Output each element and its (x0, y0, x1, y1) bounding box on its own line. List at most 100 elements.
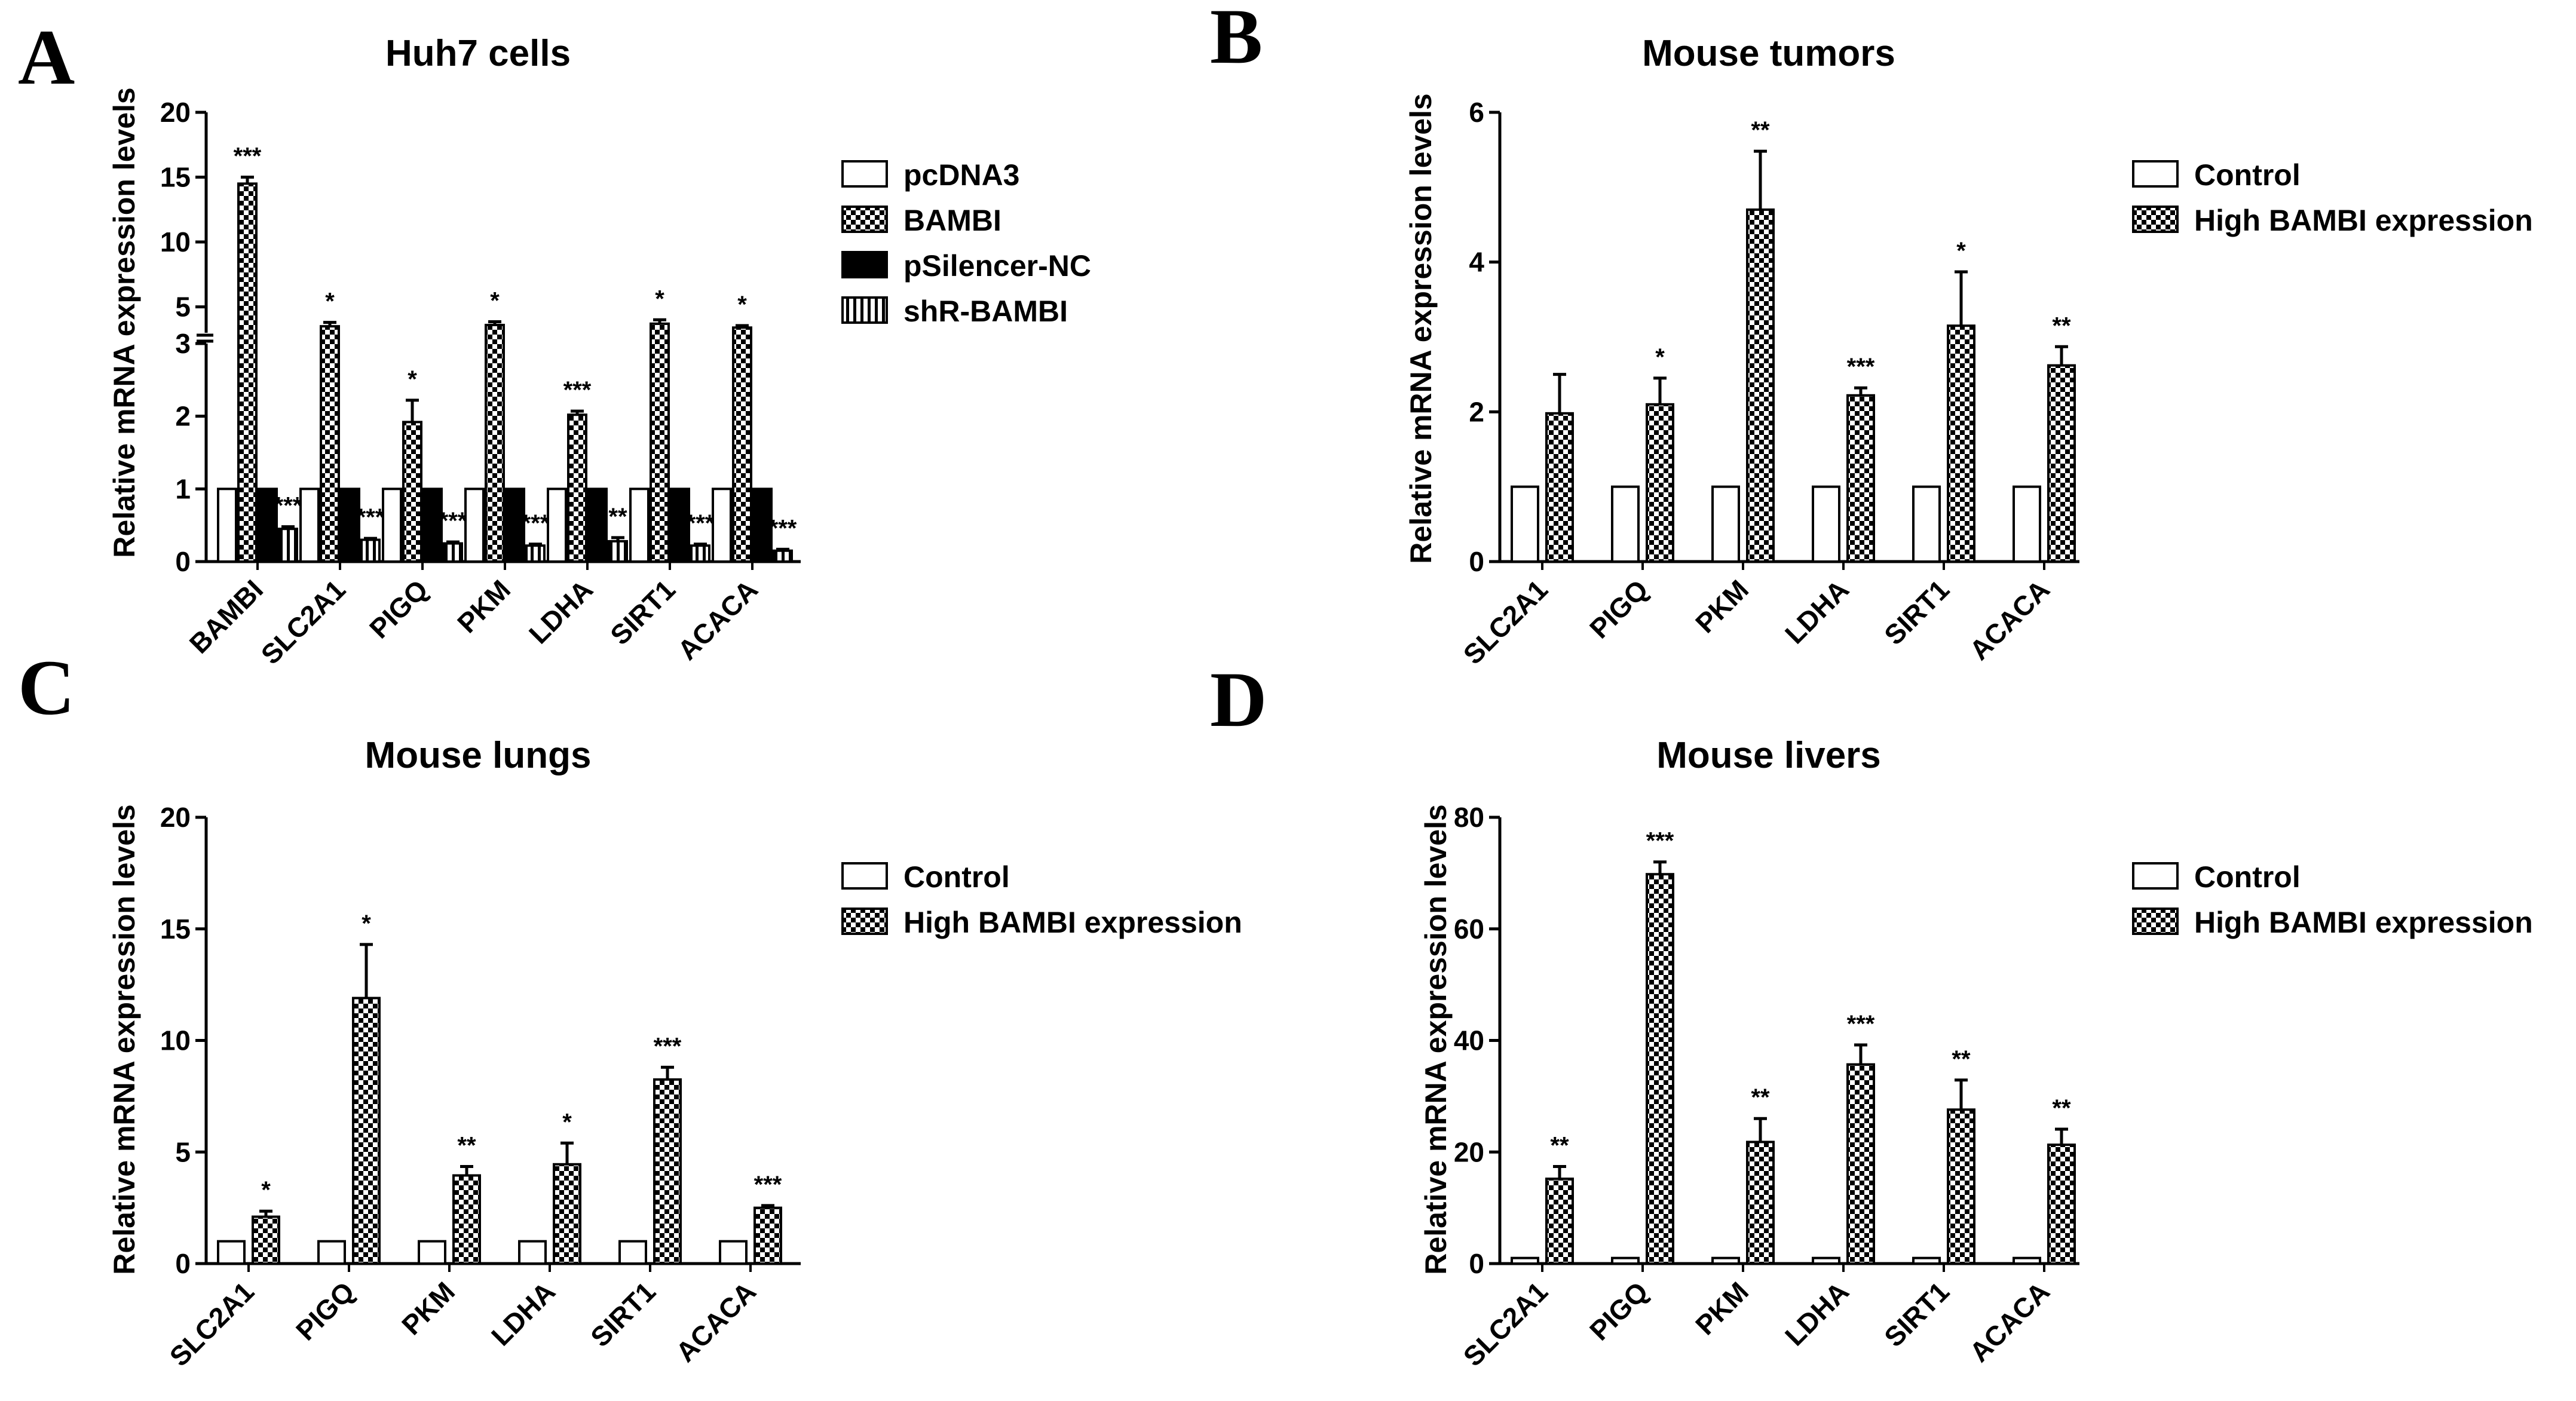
significance-label: * (408, 366, 417, 393)
x-tick-label: ACACA (1964, 1276, 2056, 1368)
bar-b-open-pkm (1711, 485, 1740, 563)
bar-a-open-slc2a1 (299, 488, 320, 563)
significance-label: *** (769, 515, 797, 541)
significance-label: ** (608, 504, 627, 530)
panel-a-y-axis-label: Relative mRNA expression levels (108, 87, 141, 557)
bar-d-open-acaca (2013, 1256, 2041, 1265)
significance-label: * (490, 288, 500, 314)
bar-a-solid-ldha (587, 488, 608, 563)
y-tick-label: 3 (175, 328, 191, 359)
significance-label: *** (754, 1172, 782, 1198)
bar-a-checker-acaca (732, 326, 752, 563)
legend-swatch-open (2132, 160, 2179, 188)
panel-a: A Huh7 cells Relative mRNA expression le… (18, 13, 1091, 670)
bar-a-solid-slc2a1 (340, 488, 360, 563)
y-tick-label: 15 (160, 913, 191, 945)
significance-label: * (261, 1177, 271, 1203)
panel-d-title: Mouse livers (1656, 735, 1881, 776)
x-tick-label: SIRT1 (1878, 1276, 1955, 1353)
y-tick-label: 20 (160, 802, 191, 833)
bar-d-checker-slc2a1 (1545, 1178, 1574, 1265)
x-tick-label: LDHA (523, 574, 599, 649)
bar-c-open-pkm (418, 1240, 446, 1265)
x-tick-label: ACACA (670, 1276, 762, 1368)
bar-c-open-slc2a1 (217, 1240, 246, 1265)
bar-d-open-ldha (1812, 1256, 1840, 1265)
bar-d-open-pkm (1711, 1256, 1740, 1265)
panel-a-legend: pcDNA3 BAMBI pSilencer-NC shR-BAMBI (841, 158, 1091, 328)
panel-d-plot: 0 20 40 60 80 ** SLC2A1 *** PIGQ ** PKM *** LDHA ** SI… (1454, 802, 2079, 1372)
significance-label: * (1655, 344, 1665, 370)
significance-label: *** (687, 510, 715, 537)
legend-swatch-open (841, 862, 888, 890)
significance-label: * (1956, 238, 1966, 264)
significance-label: ** (1952, 1046, 1971, 1072)
significance-label: ** (1751, 117, 1770, 143)
legend-label: Control (2194, 158, 2301, 192)
significance-label: *** (439, 508, 467, 534)
significance-label: * (562, 1109, 572, 1135)
bar-a-checker-pkm (485, 323, 505, 563)
significance-label: *** (1646, 828, 1674, 854)
bar-a-solid-acaca (752, 488, 773, 563)
bar-a-checker-pigq (402, 421, 422, 563)
legend-label: pcDNA3 (903, 158, 1019, 192)
significance-label: ** (1751, 1084, 1770, 1111)
legend-swatch-open (841, 160, 888, 188)
y-tick-label: 80 (1454, 802, 1484, 833)
significance-label: * (737, 292, 747, 318)
bar-a-checker-ldha (567, 413, 587, 563)
bar-c-open-acaca (719, 1240, 748, 1265)
x-tick-label: LDHA (485, 1276, 561, 1351)
bar-d-checker-pigq (1646, 873, 1674, 1265)
panel-b-plot: 0 2 4 6 SLC2A1 * PIGQ ** PKM *** LDHA * SIRT1 ** ACACA (1457, 97, 2079, 670)
legend-label: High BAMBI expression (2194, 204, 2533, 237)
significance-label: ** (2052, 1095, 2071, 1121)
legend-label: BAMBI (903, 204, 1001, 237)
y-tick-label: 20 (160, 97, 191, 128)
bar-d-open-slc2a1 (1511, 1256, 1539, 1265)
y-tick-label: 0 (1469, 546, 1484, 577)
bar-a-open-pkm (464, 488, 485, 563)
panel-c: C Mouse lungs Relative mRNA expression l… (18, 643, 1242, 1372)
legend-label: pSilencer-NC (903, 249, 1091, 283)
significance-label: ** (457, 1133, 476, 1159)
bar-c-checker-acaca (753, 1206, 782, 1265)
y-tick-label: 10 (160, 1025, 191, 1056)
bar-d-open-sirt1 (1912, 1256, 1941, 1265)
panel-b-title: Mouse tumors (1642, 33, 1895, 74)
x-tick-label: LDHA (1779, 1276, 1855, 1351)
legend-label: High BAMBI expression (903, 906, 1242, 939)
bar-c-checker-slc2a1 (252, 1215, 280, 1265)
bar-a-open-sirt1 (629, 488, 650, 563)
significance-label: *** (234, 143, 262, 170)
x-tick-label: PIGQ (290, 1276, 360, 1346)
significance-label: *** (1847, 1011, 1875, 1037)
x-tick-label: PIGQ (1583, 574, 1654, 644)
panel-letter-a: A (18, 13, 75, 101)
y-tick-label: 1 (175, 473, 191, 504)
significance-label: *** (357, 504, 385, 531)
y-tick-label: 0 (1469, 1248, 1484, 1279)
panel-c-y-axis-label: Relative mRNA expression levels (108, 804, 141, 1274)
bar-c-open-ldha (518, 1240, 547, 1265)
significance-label: *** (654, 1033, 682, 1059)
bar-c-open-sirt1 (618, 1240, 647, 1265)
bar-d-checker-sirt1 (1947, 1108, 1975, 1265)
panel-a-plot: 01235101520******BAMBI****SLC2A1****PIGQ… (160, 97, 801, 670)
legend-swatch-vstripe (841, 296, 888, 324)
bar-c-checker-pigq (352, 997, 381, 1265)
bar-d-checker-pkm (1746, 1141, 1775, 1265)
panel-letter-b: B (1210, 0, 1263, 80)
x-tick-label: PKM (1689, 1276, 1754, 1341)
x-tick-label: SLC2A1 (164, 1276, 260, 1372)
bar-a-open-ldha (547, 488, 567, 563)
bar-a-vstripe-bambi (278, 528, 298, 563)
x-tick-label: SLC2A1 (255, 574, 351, 670)
bar-b-open-sirt1 (1912, 485, 1941, 563)
bar-a-vstripe-pigq (443, 542, 463, 563)
y-tick-label: 15 (160, 162, 191, 193)
panel-b: B Mouse tumors Relative mRNA expression … (1210, 0, 2533, 670)
bar-b-checker-pkm (1746, 208, 1775, 563)
